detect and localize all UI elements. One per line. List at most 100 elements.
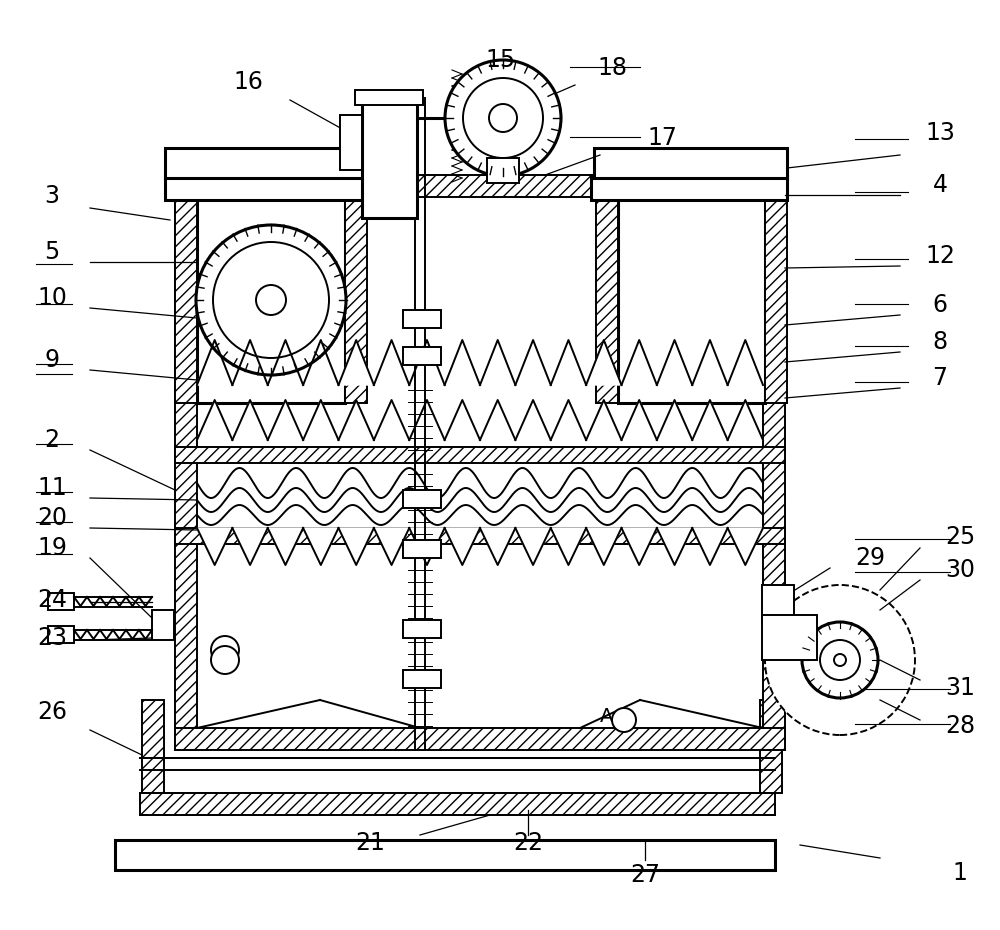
Polygon shape bbox=[692, 528, 728, 565]
Bar bbox=[763, 175, 785, 750]
Bar bbox=[175, 193, 197, 403]
Bar bbox=[403, 490, 441, 508]
Text: 11: 11 bbox=[37, 476, 67, 500]
Circle shape bbox=[211, 636, 239, 664]
Polygon shape bbox=[268, 400, 303, 440]
Bar bbox=[345, 193, 367, 403]
Polygon shape bbox=[374, 340, 409, 385]
Circle shape bbox=[612, 708, 636, 732]
Circle shape bbox=[802, 622, 878, 698]
Text: 25: 25 bbox=[945, 525, 975, 549]
Polygon shape bbox=[622, 528, 657, 565]
Polygon shape bbox=[445, 400, 480, 440]
Polygon shape bbox=[409, 400, 445, 440]
Polygon shape bbox=[622, 340, 657, 385]
Text: 6: 6 bbox=[932, 293, 948, 317]
Bar bbox=[403, 310, 441, 328]
Text: 27: 27 bbox=[630, 863, 660, 887]
Text: 2: 2 bbox=[44, 428, 60, 452]
Polygon shape bbox=[232, 528, 268, 565]
Text: 23: 23 bbox=[37, 626, 67, 650]
Text: 28: 28 bbox=[945, 714, 975, 738]
Bar bbox=[142, 700, 164, 793]
Bar bbox=[362, 98, 417, 218]
Text: 12: 12 bbox=[925, 244, 955, 268]
Polygon shape bbox=[409, 340, 445, 385]
Bar bbox=[403, 620, 441, 638]
Circle shape bbox=[834, 654, 846, 666]
Polygon shape bbox=[303, 340, 338, 385]
Bar bbox=[175, 175, 197, 750]
Bar bbox=[48, 593, 74, 610]
Polygon shape bbox=[551, 400, 586, 440]
Text: 3: 3 bbox=[44, 184, 60, 208]
Polygon shape bbox=[692, 340, 728, 385]
Polygon shape bbox=[480, 528, 515, 565]
Circle shape bbox=[445, 60, 561, 176]
Polygon shape bbox=[338, 528, 374, 565]
Polygon shape bbox=[197, 400, 232, 440]
Polygon shape bbox=[445, 528, 480, 565]
Circle shape bbox=[463, 78, 543, 158]
Text: 4: 4 bbox=[932, 173, 948, 197]
Text: 19: 19 bbox=[37, 536, 67, 560]
Polygon shape bbox=[197, 528, 232, 565]
Bar bbox=[165, 175, 370, 200]
Bar bbox=[403, 670, 441, 688]
Text: 8: 8 bbox=[932, 330, 948, 354]
Polygon shape bbox=[728, 340, 763, 385]
Bar bbox=[340, 115, 362, 170]
Circle shape bbox=[765, 585, 915, 735]
Polygon shape bbox=[480, 340, 515, 385]
Polygon shape bbox=[586, 400, 622, 440]
Bar bbox=[762, 615, 817, 660]
Polygon shape bbox=[586, 528, 622, 565]
Text: 26: 26 bbox=[37, 700, 67, 724]
Bar bbox=[175, 175, 785, 197]
Polygon shape bbox=[728, 400, 763, 440]
Polygon shape bbox=[338, 400, 374, 440]
Circle shape bbox=[489, 104, 517, 132]
Bar bbox=[618, 193, 765, 403]
Text: 20: 20 bbox=[37, 506, 67, 530]
Text: 22: 22 bbox=[513, 831, 543, 855]
Text: 5: 5 bbox=[44, 240, 60, 264]
Polygon shape bbox=[232, 400, 268, 440]
Bar bbox=[165, 148, 370, 178]
Polygon shape bbox=[445, 340, 480, 385]
Text: 1: 1 bbox=[953, 861, 967, 885]
Polygon shape bbox=[232, 340, 268, 385]
Polygon shape bbox=[338, 340, 374, 385]
Bar bbox=[175, 528, 785, 544]
Bar bbox=[403, 347, 441, 365]
Polygon shape bbox=[303, 528, 338, 565]
Bar bbox=[594, 148, 787, 178]
Polygon shape bbox=[586, 340, 622, 385]
Text: 31: 31 bbox=[945, 676, 975, 700]
Bar bbox=[197, 193, 345, 403]
Polygon shape bbox=[268, 340, 303, 385]
Bar bbox=[591, 175, 787, 200]
Text: 17: 17 bbox=[647, 126, 677, 150]
Bar bbox=[355, 90, 423, 105]
Bar bbox=[487, 158, 519, 183]
Text: A: A bbox=[600, 707, 614, 725]
Circle shape bbox=[213, 242, 329, 358]
Polygon shape bbox=[409, 528, 445, 565]
Polygon shape bbox=[551, 528, 586, 565]
Polygon shape bbox=[374, 528, 409, 565]
Text: 7: 7 bbox=[932, 366, 948, 390]
Bar bbox=[596, 193, 618, 403]
Polygon shape bbox=[374, 400, 409, 440]
Text: 29: 29 bbox=[855, 546, 885, 570]
Bar bbox=[48, 626, 74, 643]
Circle shape bbox=[211, 646, 239, 674]
Polygon shape bbox=[515, 340, 551, 385]
Bar bbox=[140, 793, 775, 815]
Polygon shape bbox=[728, 528, 763, 565]
Polygon shape bbox=[515, 528, 551, 565]
Text: 13: 13 bbox=[925, 121, 955, 145]
Text: 9: 9 bbox=[44, 348, 60, 372]
Polygon shape bbox=[303, 400, 338, 440]
Polygon shape bbox=[622, 400, 657, 440]
